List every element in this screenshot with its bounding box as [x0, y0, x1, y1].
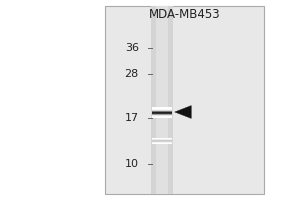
- Bar: [152, 117, 172, 118]
- Text: 17: 17: [124, 113, 139, 123]
- Bar: [152, 114, 172, 115]
- Bar: [152, 109, 172, 110]
- Bar: [152, 107, 172, 108]
- Bar: [152, 110, 172, 111]
- Bar: [152, 108, 172, 109]
- Bar: [152, 140, 172, 141]
- Bar: [152, 116, 172, 117]
- Text: 36: 36: [125, 43, 139, 53]
- Bar: [152, 113, 172, 114]
- Text: 10: 10: [125, 159, 139, 169]
- Bar: [152, 117, 172, 118]
- Bar: [152, 112, 172, 113]
- Bar: [151, 6, 173, 194]
- Bar: [152, 113, 172, 114]
- Bar: [156, 6, 168, 194]
- Bar: [152, 139, 172, 140]
- Bar: [152, 108, 172, 109]
- Text: 28: 28: [124, 69, 139, 79]
- Bar: [152, 116, 172, 117]
- Bar: [152, 112, 172, 113]
- Text: MDA-MB453: MDA-MB453: [149, 8, 220, 21]
- Polygon shape: [175, 106, 191, 118]
- Bar: [152, 115, 172, 116]
- Bar: [152, 142, 172, 143]
- Bar: [152, 115, 172, 116]
- Bar: [152, 110, 172, 111]
- Bar: [152, 111, 172, 112]
- Bar: [152, 142, 172, 143]
- Bar: [152, 141, 172, 142]
- Bar: [152, 141, 172, 142]
- Bar: [152, 140, 172, 141]
- Bar: [105, 6, 264, 194]
- Bar: [152, 114, 172, 115]
- Bar: [152, 113, 172, 114]
- Bar: [152, 143, 172, 144]
- Bar: [152, 143, 172, 144]
- Bar: [152, 138, 172, 139]
- Bar: [152, 138, 172, 139]
- Bar: [152, 111, 172, 112]
- Bar: [152, 139, 172, 140]
- Bar: [152, 109, 172, 110]
